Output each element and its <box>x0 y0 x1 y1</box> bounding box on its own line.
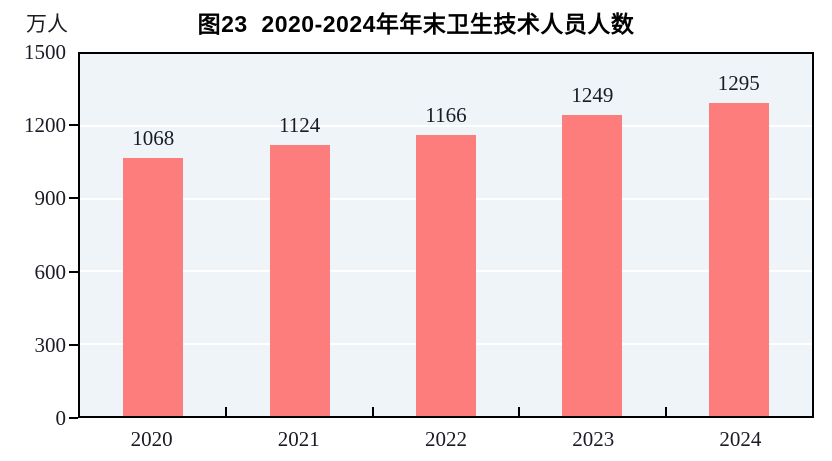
y-tick-label-600: 600 <box>34 259 67 284</box>
y-axis-unit-label: 万人 <box>26 12 68 36</box>
chart-title: 图23 2020-2024年年末卫生技术人员人数 <box>197 11 635 37</box>
gridline-1200 <box>80 125 812 128</box>
x-axis-labels: 2020 2021 2022 2023 2024 <box>78 427 814 453</box>
y-tick-label-300: 300 <box>34 332 67 357</box>
bar-slot-2020: 1068 <box>80 54 226 416</box>
x-tick-label-2020: 2020 <box>130 427 173 451</box>
y-tick-mark-300 <box>69 343 78 346</box>
bar-2023 <box>562 114 623 416</box>
plot-area: 1068 1124 1166 1249 1295 <box>78 52 814 418</box>
bar-slot-2023: 1249 <box>519 54 665 416</box>
y-axis: 0 300 600 900 1200 1500 <box>0 41 78 429</box>
bar-2020 <box>123 158 184 416</box>
bar-value-label-2021: 1124 <box>278 112 321 137</box>
x-tick-mark-4 <box>664 407 667 416</box>
y-tick-label-1200: 1200 <box>24 113 66 138</box>
x-tick-label-2022: 2022 <box>424 427 467 451</box>
x-tick-label-2023: 2023 <box>572 427 615 451</box>
bar-slot-2024: 1295 <box>666 54 812 416</box>
y-tick-mark-1200 <box>69 124 78 127</box>
x-tick-mark-1 <box>225 407 228 416</box>
y-tick-label-1500: 1500 <box>24 40 66 64</box>
x-tick-label-2024: 2024 <box>719 427 762 451</box>
bar-value-label-2024: 1295 <box>717 71 760 96</box>
bar-slot-2022: 1166 <box>373 54 519 416</box>
bar-2024 <box>708 103 769 416</box>
bar-2022 <box>415 134 476 416</box>
bar-value-label-2023: 1249 <box>571 82 614 107</box>
bar-value-label-2022: 1166 <box>425 102 467 127</box>
x-tick-mark-3 <box>518 407 521 416</box>
y-tick-mark-900 <box>69 197 78 200</box>
bar-2021 <box>269 144 330 416</box>
x-tick-mark-2 <box>371 407 374 416</box>
x-tick-label-2021: 2021 <box>277 427 320 451</box>
y-tick-mark-0 <box>69 417 78 419</box>
bar-slot-2021: 1124 <box>226 54 372 416</box>
bar-value-label-2020: 1068 <box>132 126 175 151</box>
y-tick-label-0: 0 <box>55 406 67 430</box>
y-tick-label-900: 900 <box>34 186 67 211</box>
y-tick-mark-600 <box>69 270 78 273</box>
